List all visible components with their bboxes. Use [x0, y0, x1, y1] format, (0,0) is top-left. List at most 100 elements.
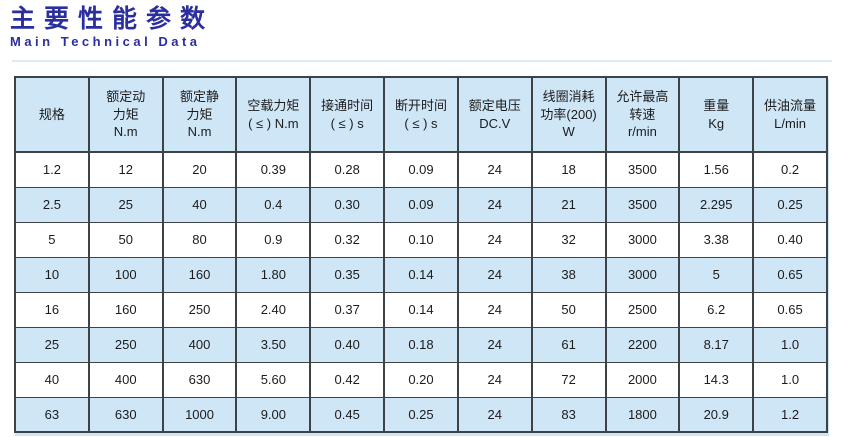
table-cell: 0.25: [752, 186, 828, 223]
table-cell: 61: [530, 326, 607, 363]
table-cell: 50: [530, 291, 607, 328]
table-cell: 3000: [604, 221, 681, 258]
table-cell: 5.60: [235, 361, 312, 398]
table-cell: 12: [87, 151, 164, 188]
table-cell: 72: [530, 361, 607, 398]
table-cell: 21: [530, 186, 607, 223]
table-cell: 100: [87, 256, 164, 293]
table-cell: 400: [87, 361, 164, 398]
table-cell: 0.40: [309, 326, 386, 363]
title-block: 主要性能参数 Main Technical Data: [10, 4, 214, 49]
column-header: 规格: [14, 76, 90, 153]
table-cell: 0.09: [383, 151, 459, 188]
table-cell: 50: [87, 221, 164, 258]
table-cell: 0.35: [309, 256, 386, 293]
table-cell: 63: [14, 396, 90, 433]
table-cell: 2500: [604, 291, 681, 328]
table-row: 2.5 25 40 0.4 0.30 0.09 24 21 3500 2.295 0.25: [14, 186, 828, 223]
table-cell: 20: [161, 151, 238, 188]
table-cell: 0.10: [383, 221, 459, 258]
table-cell: 5: [14, 221, 90, 258]
table-cell: 0.2: [752, 151, 828, 188]
table-cell: 400: [161, 326, 238, 363]
table-row: 16 160 250 2.40 0.37 0.14 24 50 2500 6.2 0.65: [14, 291, 828, 328]
table-cell: 1.80: [235, 256, 312, 293]
page-subtitle: Main Technical Data: [10, 34, 201, 49]
table-cell: 160: [87, 291, 164, 328]
table-cell: 3000: [604, 256, 681, 293]
table-cell: 0.65: [752, 291, 828, 328]
table-cell: 0.14: [383, 256, 459, 293]
table-cell: 24: [456, 291, 533, 328]
table-cell: 40: [161, 186, 238, 223]
table-cell: 3500: [604, 186, 681, 223]
divider-line: [12, 60, 832, 62]
table-cell: 8.17: [678, 326, 755, 363]
table-cell: 160: [161, 256, 238, 293]
table-row: 5 50 80 0.9 0.32 0.10 24 32 3000 3.38 0.40: [14, 221, 828, 258]
table-cell: 0.42: [309, 361, 386, 398]
table-cell: 1800: [604, 396, 681, 433]
column-header: 供油流量 L/min: [752, 76, 828, 153]
table-cell: 2.5: [14, 186, 90, 223]
table-cell: 0.39: [235, 151, 312, 188]
column-header: 额定动 力矩 N.m: [87, 76, 164, 153]
table-cell: 16: [14, 291, 90, 328]
table-cell: 24: [456, 221, 533, 258]
table-cell: 24: [456, 186, 533, 223]
table-cell: 3500: [604, 151, 681, 188]
table-cell: 0.65: [752, 256, 828, 293]
table-cell: 1000: [161, 396, 238, 433]
table-cell: 0.37: [309, 291, 386, 328]
table-cell: 40: [14, 361, 90, 398]
table-cell: 2200: [604, 326, 681, 363]
table-cell: 0.30: [309, 186, 386, 223]
table-cell: 0.14: [383, 291, 459, 328]
table-cell: 32: [530, 221, 607, 258]
table-cell: 38: [530, 256, 607, 293]
table-cell: 2.295: [678, 186, 755, 223]
table-cell: 3.38: [678, 221, 755, 258]
table-cell: 0.25: [383, 396, 459, 433]
column-header: 允许最高 转速 r/min: [604, 76, 681, 153]
table-cell: 0.40: [752, 221, 828, 258]
table-cell: 630: [87, 396, 164, 433]
table-cell: 0.9: [235, 221, 312, 258]
table-cell: 0.32: [309, 221, 386, 258]
table-cell: 14.3: [678, 361, 755, 398]
table-row: 10 100 160 1.80 0.35 0.14 24 38 3000 5 0.65: [14, 256, 828, 293]
table-cell: 3.50: [235, 326, 312, 363]
table-cell: 250: [161, 291, 238, 328]
table-row: 25 250 400 3.50 0.40 0.18 24 61 2200 8.17 1.0: [14, 326, 828, 363]
table-cell: 1.0: [752, 361, 828, 398]
table-cell: 1.0: [752, 326, 828, 363]
table-cell: 630: [161, 361, 238, 398]
table-cell: 24: [456, 256, 533, 293]
table-cell: 83: [530, 396, 607, 433]
table-cell: 24: [456, 396, 533, 433]
column-header: 接通时间 ( ≤ ) s: [309, 76, 386, 153]
spec-table: 规格 额定动 力矩 N.m 额定静 力矩 N.m 空载力矩 ( ≤ ) N.m 接通时间…: [14, 76, 828, 433]
column-header: 空载力矩 ( ≤ ) N.m: [235, 76, 312, 153]
table-cell: 2000: [604, 361, 681, 398]
table-cell: 1.2: [14, 151, 90, 188]
table-cell: 10: [14, 256, 90, 293]
table-cell: 9.00: [235, 396, 312, 433]
table-cell: 0.45: [309, 396, 386, 433]
page-title: 主要性能参数: [10, 5, 215, 33]
table-cell: 1.56: [678, 151, 755, 188]
table-cell: 6.2: [678, 291, 755, 328]
table-cell: 0.18: [383, 326, 459, 363]
table-row: 63 630 1000 9.00 0.45 0.25 24 83 1800 20.9 1.2: [14, 396, 828, 433]
table-cell: 25: [87, 186, 164, 223]
column-header: 额定静 力矩 N.m: [161, 76, 238, 153]
column-header: 断开时间 ( ≤ ) s: [383, 76, 459, 153]
table-cell: 0.4: [235, 186, 312, 223]
table-cell: 20.9: [678, 396, 755, 433]
table-header-row: 规格 额定动 力矩 N.m 额定静 力矩 N.m 空载力矩 ( ≤ ) N.m 接通时间…: [14, 76, 828, 153]
table-row: 1.2 12 20 0.39 0.28 0.09 24 18 3500 1.56 0.2: [14, 151, 828, 188]
table-body: 1.2 12 20 0.39 0.28 0.09 24 18 3500 1.56 0.2 2.5 25 4…: [14, 151, 828, 433]
table-cell: 0.20: [383, 361, 459, 398]
table-cell: 0.09: [383, 186, 459, 223]
